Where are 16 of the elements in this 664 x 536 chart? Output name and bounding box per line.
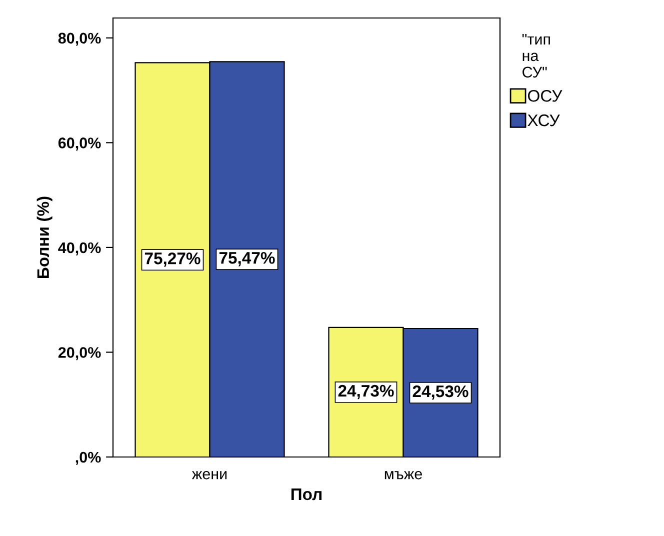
legend-title: "тип на СУ" (522, 34, 550, 78)
y-tick-label: 80,0% (58, 32, 101, 46)
data-label: 75,47% (219, 252, 275, 266)
y-tick-label: 20,0% (58, 347, 101, 360)
legend-label: ОСУ (528, 90, 562, 102)
y-axis-title: Болни (%) (36, 196, 52, 278)
x-tick-label: жени (192, 470, 227, 480)
x-tick-label: мъже (384, 470, 422, 480)
legend-label: ХСУ (528, 114, 560, 126)
y-tick-label: ,0% (76, 452, 101, 465)
data-label: 24,73% (338, 384, 394, 400)
data-label: 75,27% (144, 252, 200, 267)
x-axis-title: Пол (291, 488, 322, 500)
y-tick-label: 40,0% (58, 242, 101, 256)
y-tick-label: 60,0% (58, 138, 101, 151)
data-label: 24,53% (412, 385, 468, 400)
